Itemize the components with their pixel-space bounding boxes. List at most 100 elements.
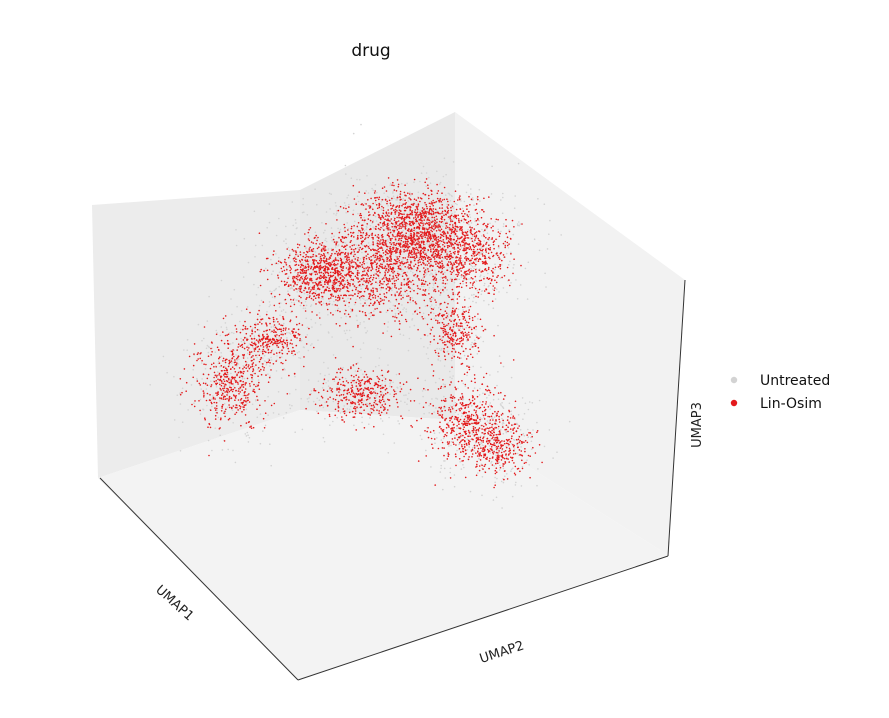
untreated-point bbox=[361, 265, 363, 267]
untreated-point bbox=[328, 388, 331, 391]
untreated-point bbox=[256, 416, 259, 419]
lin-osim-point bbox=[335, 323, 338, 325]
lin-osim-point bbox=[441, 204, 444, 206]
lin-osim-point bbox=[233, 378, 236, 380]
lin-osim-point bbox=[308, 287, 310, 289]
untreated-point bbox=[310, 281, 313, 283]
lin-osim-point bbox=[349, 260, 351, 263]
untreated-point bbox=[270, 356, 272, 359]
untreated-point bbox=[417, 257, 420, 259]
untreated-point bbox=[406, 182, 408, 185]
untreated-point bbox=[531, 402, 534, 404]
lin-osim-point bbox=[408, 193, 411, 195]
untreated-point bbox=[357, 286, 359, 288]
untreated-point bbox=[294, 271, 296, 273]
lin-osim-point bbox=[465, 412, 468, 414]
untreated-point bbox=[479, 275, 481, 278]
untreated-point bbox=[205, 388, 208, 390]
untreated-point bbox=[464, 322, 467, 324]
lin-osim-point bbox=[436, 240, 438, 243]
lin-osim-point bbox=[291, 310, 293, 313]
lin-osim-point bbox=[455, 343, 458, 346]
lin-osim-point bbox=[197, 358, 199, 360]
untreated-point bbox=[397, 270, 399, 273]
lin-osim-point bbox=[424, 236, 427, 238]
lin-osim-point bbox=[463, 418, 466, 421]
untreated-point bbox=[297, 281, 300, 284]
untreated-point bbox=[360, 369, 362, 371]
untreated-point bbox=[476, 353, 479, 355]
untreated-point bbox=[343, 202, 346, 204]
untreated-point bbox=[256, 354, 259, 356]
untreated-point bbox=[502, 481, 505, 484]
lin-osim-point bbox=[308, 278, 311, 280]
lin-osim-point bbox=[379, 221, 382, 224]
lin-osim-point bbox=[316, 266, 319, 269]
lin-osim-point bbox=[414, 253, 417, 255]
lin-osim-point bbox=[467, 311, 470, 314]
lin-osim-point bbox=[521, 459, 523, 462]
untreated-point bbox=[258, 329, 261, 332]
untreated-point bbox=[283, 367, 286, 370]
lin-osim-point bbox=[243, 342, 246, 345]
lin-osim-point bbox=[454, 261, 457, 264]
lin-osim-point bbox=[435, 230, 438, 232]
lin-osim-point bbox=[465, 310, 467, 313]
untreated-point bbox=[387, 321, 390, 323]
untreated-point bbox=[197, 323, 200, 326]
untreated-point bbox=[488, 404, 491, 407]
untreated-point bbox=[568, 420, 571, 423]
untreated-point bbox=[285, 346, 288, 349]
lin-osim-point bbox=[360, 242, 363, 245]
lin-osim-point bbox=[453, 443, 455, 446]
untreated-point bbox=[453, 404, 455, 407]
untreated-point bbox=[494, 263, 496, 266]
lin-osim-point bbox=[383, 394, 385, 396]
lin-osim-point bbox=[278, 323, 281, 325]
lin-osim-point bbox=[398, 259, 401, 262]
untreated-point bbox=[293, 302, 296, 304]
untreated-point bbox=[251, 403, 254, 406]
untreated-point bbox=[269, 304, 272, 306]
lin-osim-point bbox=[394, 284, 396, 287]
lin-osim-point bbox=[398, 320, 401, 322]
untreated-point bbox=[444, 460, 446, 462]
lin-osim-point bbox=[342, 384, 344, 387]
lin-osim-point bbox=[465, 336, 468, 339]
lin-osim-point bbox=[460, 274, 463, 276]
lin-osim-point bbox=[428, 221, 430, 224]
untreated-point bbox=[403, 394, 405, 397]
lin-osim-point bbox=[473, 246, 476, 249]
untreated-point bbox=[473, 449, 475, 452]
lin-osim-point bbox=[338, 378, 341, 381]
lin-osim-point bbox=[393, 250, 396, 252]
untreated-point bbox=[519, 223, 522, 225]
lin-osim-point bbox=[484, 229, 486, 231]
lin-osim-point bbox=[481, 325, 483, 328]
untreated-point bbox=[416, 309, 418, 311]
untreated-point bbox=[319, 323, 322, 326]
lin-osim-point bbox=[338, 391, 340, 393]
lin-osim-point bbox=[509, 417, 512, 419]
untreated-point bbox=[428, 412, 431, 414]
lin-osim-point bbox=[203, 392, 205, 394]
lin-osim-point bbox=[451, 278, 453, 281]
lin-osim-point bbox=[205, 363, 207, 366]
lin-osim-point bbox=[430, 300, 432, 303]
untreated-point bbox=[440, 224, 442, 227]
untreated-point bbox=[228, 332, 231, 334]
lin-osim-point bbox=[222, 389, 225, 392]
untreated-point bbox=[468, 433, 471, 436]
lin-osim-point bbox=[447, 455, 450, 458]
lin-osim-point bbox=[329, 289, 332, 292]
untreated-point bbox=[252, 346, 254, 349]
lin-osim-point bbox=[303, 271, 306, 274]
lin-osim-point bbox=[399, 390, 402, 393]
lin-osim-point bbox=[440, 200, 443, 203]
untreated-point bbox=[357, 212, 359, 215]
untreated-point bbox=[471, 265, 474, 268]
lin-osim-point bbox=[486, 456, 488, 459]
lin-osim-point bbox=[413, 252, 415, 254]
untreated-point bbox=[504, 475, 506, 478]
lin-osim-point bbox=[406, 242, 408, 245]
